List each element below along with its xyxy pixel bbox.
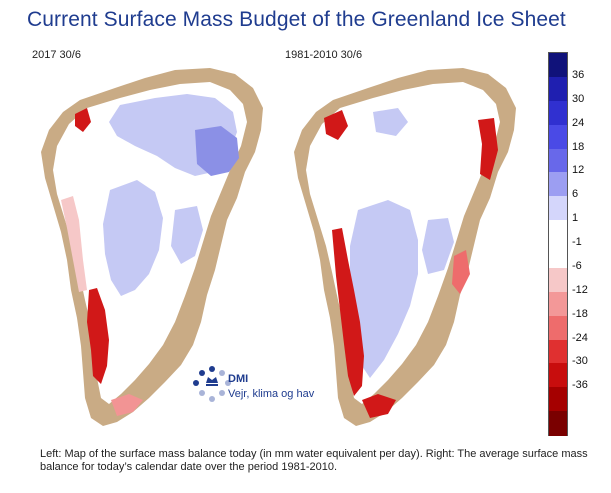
ablation-south — [362, 394, 396, 418]
crown-icon — [193, 366, 231, 402]
map-climatology — [294, 68, 516, 426]
accumulation-east — [422, 218, 454, 274]
colorbar-label: 12 — [572, 164, 585, 177]
colorbar-label: 36 — [572, 68, 585, 81]
map-label-right: 1981-2010 30/6 — [285, 49, 363, 61]
colorbar-segment — [549, 196, 567, 221]
pink-fringe-west — [61, 196, 87, 292]
colorbar-segment — [549, 339, 567, 364]
accumulation-interior — [350, 200, 418, 378]
map-label-left: 2017 30/6 — [32, 49, 81, 61]
colorbar-segment — [549, 76, 567, 102]
colorbar-label: 1 — [572, 212, 579, 225]
ablation-north — [75, 108, 91, 132]
accumulation-east — [171, 206, 203, 264]
colorbar-label: -24 — [572, 331, 588, 344]
colorbar-label: 18 — [572, 140, 585, 153]
ablation-west — [87, 288, 109, 384]
ablation-west — [332, 228, 364, 396]
colorbar-segment — [549, 267, 567, 293]
colorbar-label: 30 — [572, 92, 585, 105]
logo-name: DMI — [228, 373, 249, 385]
dmi-logo — [193, 366, 231, 402]
colorbar-segment — [549, 363, 567, 388]
colorbar-segment — [549, 315, 567, 340]
colorbar-segment — [549, 124, 567, 149]
colorbar-segment — [549, 291, 567, 317]
colorbar-segment — [549, 244, 567, 269]
colorbar-label: -30 — [572, 355, 588, 368]
colorbar-label: 24 — [572, 116, 585, 129]
colorbar-label: -18 — [572, 307, 588, 320]
colorbar-segment — [549, 100, 567, 126]
accumulation-northeast — [195, 126, 239, 176]
colorbar-segment — [549, 220, 567, 245]
colorbar-label: -12 — [572, 283, 588, 296]
ablation-north — [324, 110, 348, 140]
map-today — [41, 68, 263, 426]
colorbar-segment — [549, 387, 567, 412]
colorbar-segment — [549, 172, 567, 197]
figure-caption: Left: Map of the surface mass balance to… — [40, 448, 588, 473]
colorbar-label: -6 — [572, 259, 582, 272]
accumulation-center — [103, 180, 163, 296]
colorbar-label: -36 — [572, 379, 588, 392]
colorbar-segment — [549, 411, 567, 436]
page-title: Current Surface Mass Budget of the Green… — [27, 8, 566, 31]
colorbar-segment — [549, 53, 567, 78]
ablation-southeast — [452, 250, 470, 294]
colorbar-label: 6 — [572, 188, 579, 201]
logo-tagline: Vejr, klima og hav — [228, 388, 315, 400]
accumulation-north — [373, 108, 408, 136]
ablation-south — [111, 394, 143, 416]
colorbar-segment — [549, 148, 567, 173]
colorbar — [548, 52, 568, 436]
ablation-east — [478, 118, 498, 180]
colorbar-label: -1 — [572, 236, 582, 248]
